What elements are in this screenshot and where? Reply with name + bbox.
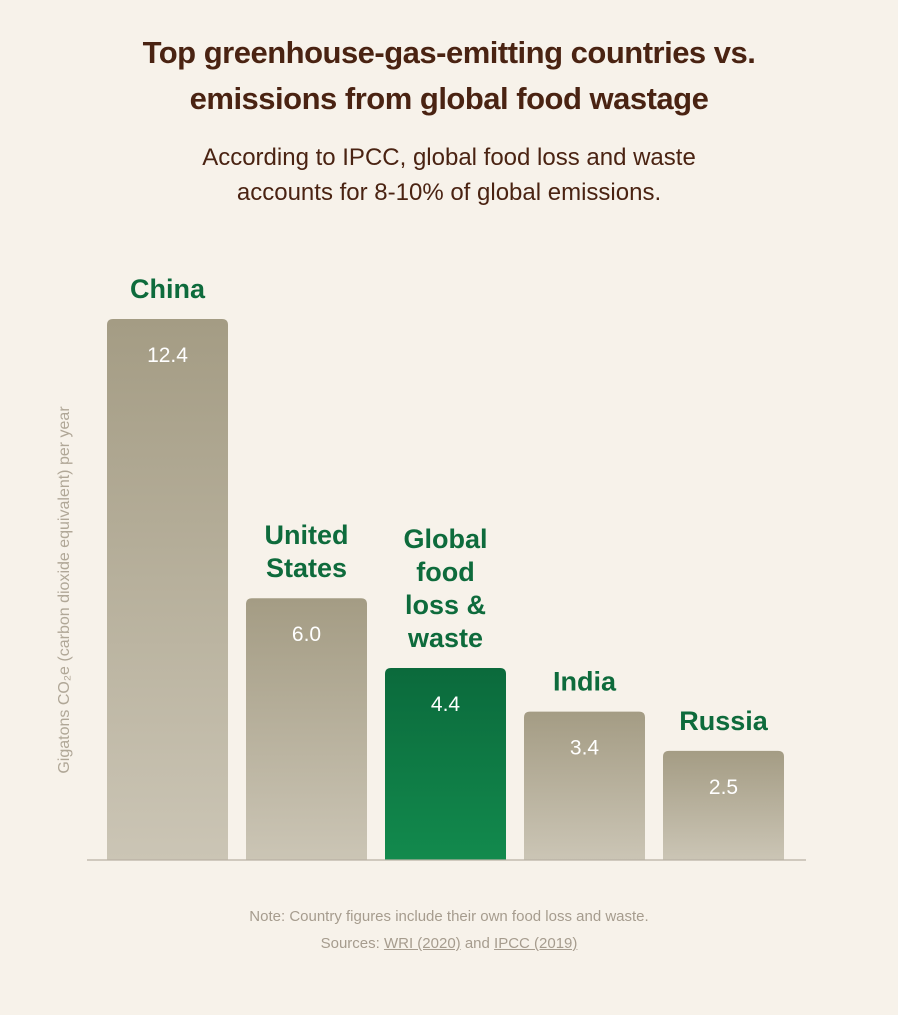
source-link-wri[interactable]: WRI (2020) xyxy=(383,935,461,952)
bar-united-states xyxy=(246,598,367,860)
category-label-line: waste xyxy=(407,623,483,653)
category-label: Global food loss & waste xyxy=(403,524,487,653)
category-label-line: Russia xyxy=(679,706,769,736)
bar-chart: 12.4 6.0 4.4 3.4 2.5 China United States Global… xyxy=(56,274,806,861)
category-labels-group: China United States Global food loss & waste In… xyxy=(130,274,769,736)
bar-value-label: 3.4 xyxy=(570,737,600,760)
bar-value-label: 12.4 xyxy=(147,344,188,367)
sources-and: and xyxy=(460,935,495,952)
chart-subtitle-line-2: accounts for 8-10% of global emissions. xyxy=(236,179,662,206)
category-label: China xyxy=(130,274,206,304)
chart-title-line-1: Top greenhouse-gas-emitting countries vs… xyxy=(142,35,756,70)
chart-subtitle: According to IPCC, global food loss and … xyxy=(0,140,898,210)
bar-russia xyxy=(663,750,784,860)
category-label-line: States xyxy=(266,553,347,583)
bar-china xyxy=(107,319,228,860)
chart-subtitle-line-1: According to IPCC, global food loss and … xyxy=(202,144,696,171)
category-label-line: China xyxy=(130,274,206,304)
category-label-line: food xyxy=(416,557,474,587)
chart-title: Top greenhouse-gas-emitting countries vs… xyxy=(0,30,898,122)
category-label-line: Global xyxy=(403,524,487,554)
bars-group: 12.4 6.0 4.4 3.4 2.5 xyxy=(107,319,784,860)
bar-value-label: 2.5 xyxy=(709,776,738,799)
category-label-line: United xyxy=(265,520,349,550)
source-link-ipcc[interactable]: IPCC (2019) xyxy=(494,935,578,952)
sources-prefix: Sources: xyxy=(320,935,384,952)
bar-value-label: 4.4 xyxy=(431,693,461,716)
bar-india xyxy=(524,711,645,860)
category-label: Russia xyxy=(679,706,769,736)
sources-line: Sources: WRI (2020) and IPCC (2019) xyxy=(0,930,898,957)
bar-value-label: 6.0 xyxy=(292,623,321,646)
category-label: India xyxy=(553,667,617,697)
category-label-line: India xyxy=(553,667,617,697)
chart-title-line-2: emissions from global food wastage xyxy=(189,81,709,116)
chart-note: Note: Country figures include their own … xyxy=(0,903,898,957)
y-axis-label: Gigatons CO₂e (carbon dioxide equivalent… xyxy=(56,406,73,774)
category-label: United States xyxy=(265,520,349,583)
category-label-line: loss & xyxy=(405,590,486,620)
bar-global-food-loss-waste xyxy=(385,668,506,860)
note-text: Note: Country figures include their own … xyxy=(249,908,649,925)
